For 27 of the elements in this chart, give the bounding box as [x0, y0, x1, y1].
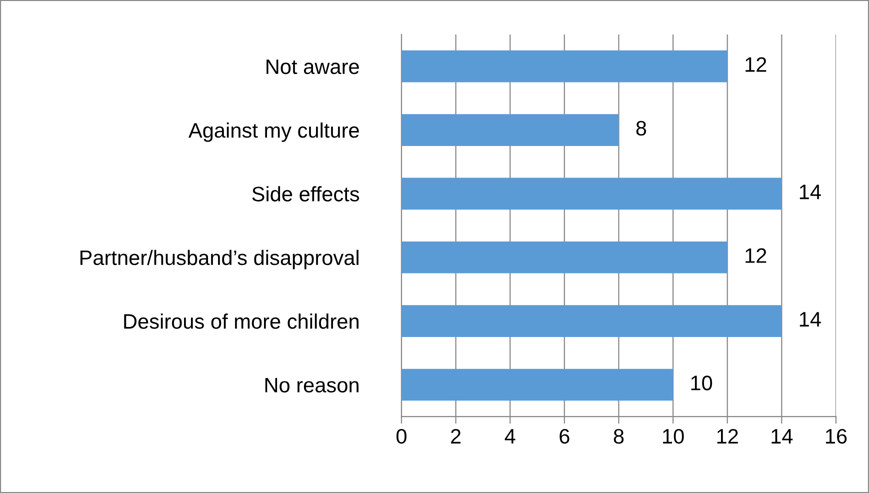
bar [401, 114, 619, 146]
data-label: 12 [746, 248, 766, 263]
y-tick-label: No reason [265, 378, 358, 392]
bar [401, 178, 782, 210]
bar [401, 368, 674, 401]
x-tick-label: 6 [560, 428, 570, 444]
data-label: 10 [691, 376, 712, 390]
x-tick-label: 12 [717, 428, 738, 444]
y-tick-label: Desirous of more children [124, 314, 358, 329]
bar [401, 50, 728, 82]
y-tick-label: Not aware [266, 60, 359, 74]
x-tick-label: 8 [614, 428, 624, 444]
y-tick-label: Against my culture [188, 122, 359, 142]
data-label: 12 [746, 57, 766, 72]
x-tick-label: 14 [772, 429, 793, 444]
x-tick-label: 16 [826, 428, 847, 444]
y-tick-label: Partner/husband’s disapproval [80, 250, 358, 270]
x-tick-label: 10 [663, 428, 684, 444]
bar [401, 305, 782, 337]
x-tick-label: 0 [396, 428, 406, 444]
y-tick-label: Side effects [252, 186, 360, 202]
data-label: 14 [800, 312, 821, 326]
data-label: 14 [800, 184, 821, 200]
bar [401, 241, 728, 274]
x-tick-label: 4 [504, 429, 516, 444]
x-tick-label: 2 [451, 428, 461, 444]
data-label: 8 [636, 120, 646, 136]
